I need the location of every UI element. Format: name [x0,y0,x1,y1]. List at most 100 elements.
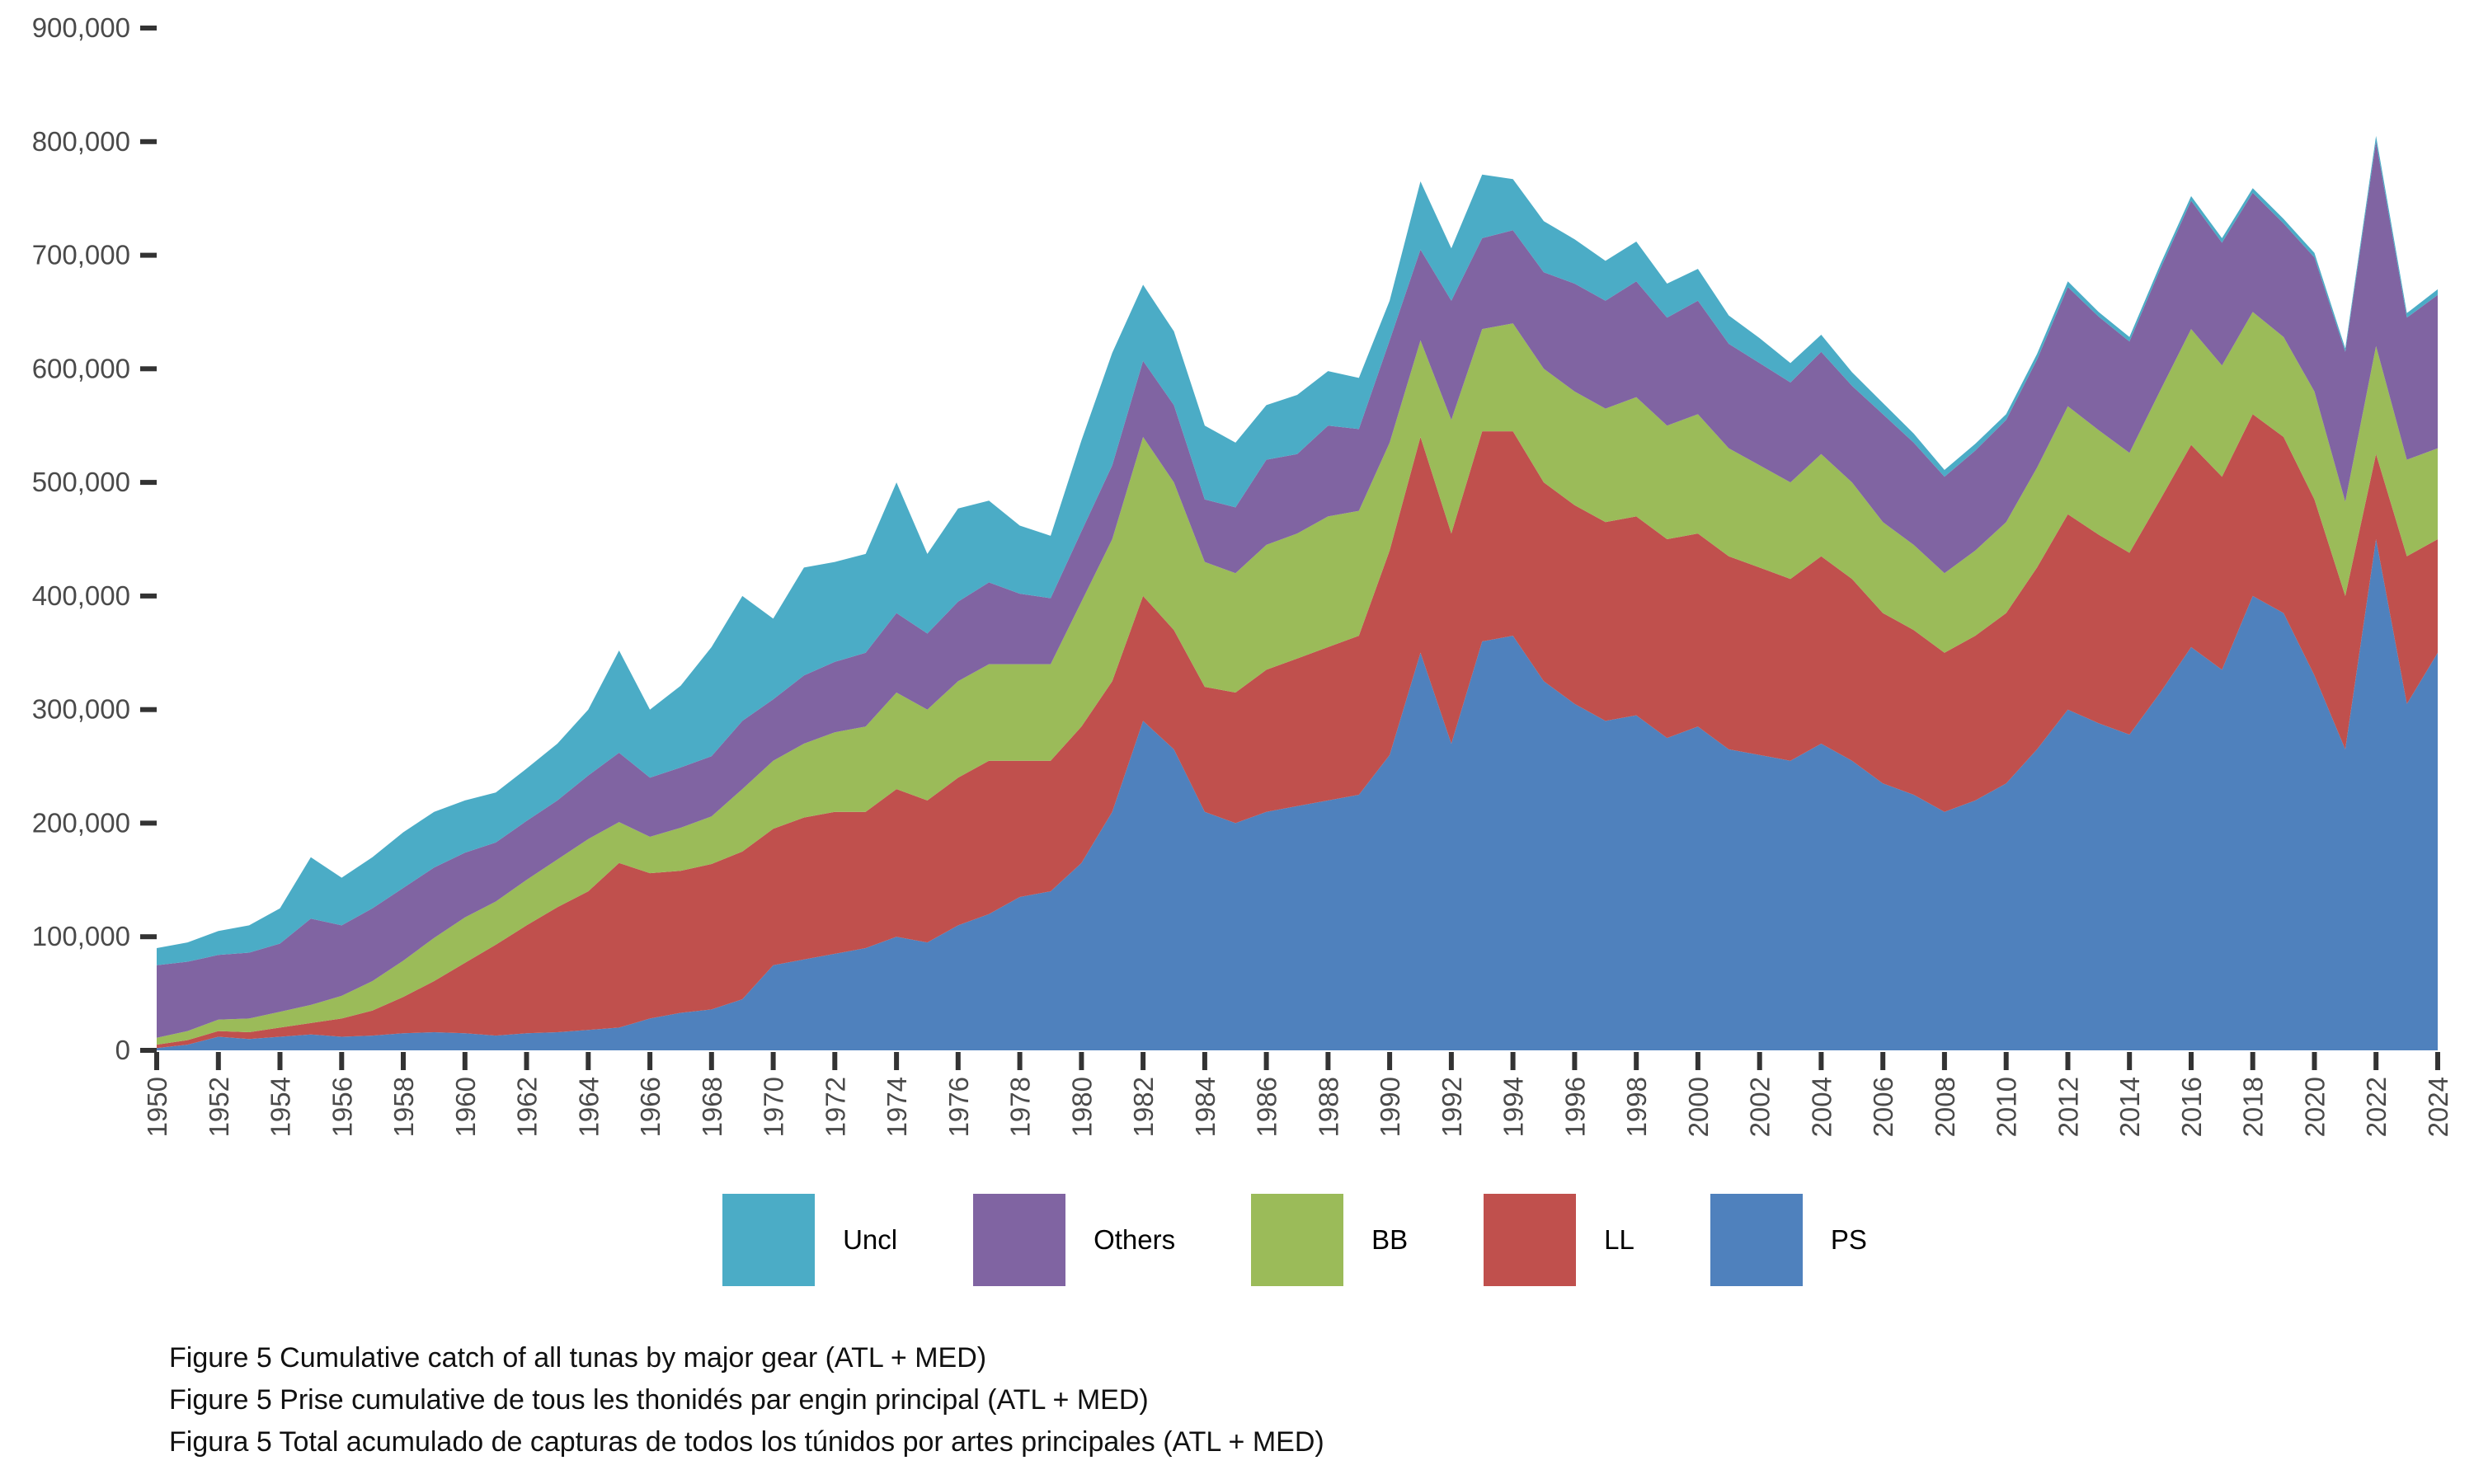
x-tick-label: 2016 [2176,1077,2207,1137]
x-tick-label: 1972 [820,1077,850,1137]
x-tick-label: 1998 [1621,1077,1652,1137]
chart-legend: Uncl Others BB LL PS [58,1194,2474,1286]
area-layers [157,135,2438,1050]
x-tick-label: 2002 [1745,1077,1776,1137]
x-tick-mark [955,1052,961,1070]
area-uncl [157,135,2438,965]
x-tick-mark [1263,1052,1269,1070]
x-tick-mark [2003,1052,2009,1070]
x-tick-mark [2127,1052,2133,1070]
y-tick-label: 900,000 [32,12,130,43]
area-others [157,141,2438,1038]
caption-french: Figure 5 Prise cumulative de tous les th… [169,1384,1149,1416]
x-tick-mark [1757,1052,1762,1070]
x-tick-mark [1017,1052,1023,1070]
x-tick-label: 1970 [759,1077,789,1137]
legend-label-uncl: Uncl [843,1224,898,1255]
y-tick-label: 100,000 [32,921,130,951]
legend-item-others: Others [973,1194,1175,1286]
ps-color-swatch [1710,1194,1803,1286]
ll-color-swatch [1484,1194,1577,1286]
x-tick-label: 1974 [882,1077,912,1137]
x-tick-mark [2250,1052,2255,1070]
y-tick-mark [140,707,157,712]
x-tick-label: 1994 [1498,1077,1529,1137]
x-tick-label: 1968 [697,1077,727,1137]
x-tick-label: 2004 [1806,1077,1837,1137]
x-tick-mark [832,1052,838,1070]
figure-captions: Figure 5 Cumulative catch of all tunas b… [169,1337,1324,1463]
x-tick-label: 1978 [1005,1077,1036,1137]
x-tick-mark [1202,1052,1207,1070]
x-tick-label: 2022 [2361,1077,2392,1137]
x-tick-label: 1988 [1313,1077,1343,1137]
x-tick-mark [708,1052,714,1070]
x-tick-label: 1966 [635,1077,666,1137]
y-tick-mark [140,593,157,599]
x-tick-label: 1954 [266,1077,296,1137]
x-tick-label: 2000 [1683,1077,1714,1137]
legend-item-ll: LL [1484,1194,1634,1286]
legend-label-ll: LL [1604,1224,1634,1255]
legend-label-others: Others [1094,1224,1176,1255]
x-tick-mark [339,1052,345,1070]
x-tick-mark [2065,1052,2071,1070]
x-tick-label: 1986 [1252,1077,1282,1137]
y-axis: 0 100,000 200,000 300,000 400,000 500,000 600,… [32,12,157,1065]
y-tick-label: 0 [115,1035,130,1065]
x-tick-label: 1976 [943,1077,974,1137]
area-ll [157,414,2438,1049]
x-tick-mark [894,1052,900,1070]
x-tick-mark [1880,1052,1886,1070]
x-tick-label: 1952 [204,1077,234,1137]
x-tick-mark [1572,1052,1578,1070]
y-tick-mark [140,1048,157,1053]
y-tick-mark [140,480,157,486]
x-tick-label: 2010 [1992,1077,2022,1137]
x-tick-mark [647,1052,653,1070]
x-tick-label: 1982 [1128,1077,1159,1137]
x-tick-label: 1964 [573,1077,604,1137]
area-bb [157,312,2438,1045]
y-tick-mark [140,366,157,372]
x-tick-label: 2020 [2300,1077,2331,1137]
y-tick-label: 500,000 [32,467,130,497]
y-tick-label: 700,000 [32,240,130,270]
legend-item-ps: PS [1710,1194,1867,1286]
x-tick-mark [1634,1052,1639,1070]
x-tick-mark [2189,1052,2194,1070]
y-tick-label: 200,000 [32,807,130,838]
y-tick-label: 800,000 [32,126,130,157]
x-tick-label: 1984 [1190,1077,1221,1137]
x-tick-mark [1941,1052,1947,1070]
y-tick-mark [140,934,157,940]
x-tick-mark [462,1052,468,1070]
x-tick-mark [770,1052,776,1070]
legend-label-bb: BB [1371,1224,1409,1255]
x-tick-mark [1079,1052,1084,1070]
y-tick-label: 400,000 [32,580,130,611]
x-tick-label: 1962 [512,1077,543,1137]
legend-item-bb: BB [1251,1194,1408,1286]
legend-label-ps: PS [1830,1224,1867,1255]
x-tick-mark [154,1052,159,1070]
y-tick-mark [140,139,157,144]
x-tick-mark [1510,1052,1516,1070]
x-tick-label: 1960 [450,1077,481,1137]
x-tick-mark [1387,1052,1393,1070]
x-tick-label: 1958 [388,1077,419,1137]
x-axis: 1950 1952 1954 1956 1958 1960 1962 1964 1966 1968… [142,1052,2453,1137]
y-tick-label: 600,000 [32,353,130,383]
y-tick-mark [140,252,157,258]
x-tick-mark [1325,1052,1331,1070]
others-color-swatch [973,1194,1066,1286]
x-tick-mark [2435,1052,2440,1070]
area-ps [157,539,2438,1050]
x-tick-label: 1956 [327,1077,357,1137]
x-tick-mark [215,1052,221,1070]
x-tick-label: 2024 [2423,1077,2453,1137]
x-tick-mark [2373,1052,2379,1070]
x-tick-mark [1695,1052,1700,1070]
x-tick-label: 2008 [1930,1077,1960,1137]
